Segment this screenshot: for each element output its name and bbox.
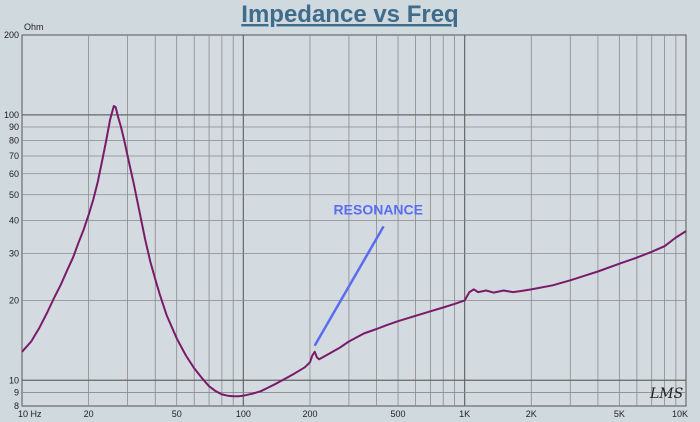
y-tick-label: 200 [4, 30, 19, 40]
y-tick-label: 40 [9, 216, 19, 226]
x-tick-label: 10K [672, 409, 688, 419]
resonance-annotation: RESONANCE [334, 201, 423, 217]
y-tick-label: 30 [9, 249, 19, 259]
x-tick-label: 50 [172, 409, 182, 419]
y-tick-label: 50 [9, 190, 19, 200]
annotation-layer: RESONANCE [313, 201, 423, 347]
x-tick-label: 20 [84, 409, 94, 419]
y-axis-unit: Ohm [24, 22, 44, 32]
x-axis-ticks: 10 Hz 20 50 100 200 500 1K 2K 5K 10K [18, 409, 688, 419]
x-tick-label: 5K [614, 409, 625, 419]
x-tick-label: 1K [459, 409, 470, 419]
series-layer [21, 105, 687, 398]
y-tick-label: 90 [9, 122, 19, 132]
y-tick-label: 8 [14, 401, 19, 411]
impedance-curve [21, 105, 687, 398]
x-tick-label: 2K [526, 409, 537, 419]
x-tick-label: 200 [302, 409, 317, 419]
y-tick-label: 70 [9, 151, 19, 161]
y-tick-label: 9 [14, 387, 19, 397]
x-tick-label: 500 [391, 409, 406, 419]
y-tick-label: 100 [4, 110, 19, 120]
chart-title: Impedance vs Freq [241, 1, 458, 28]
x-tick-label: 10 Hz [18, 409, 42, 419]
x-tick-label: 100 [236, 409, 251, 419]
grid-lines [22, 35, 686, 406]
y-tick-label: 80 [9, 136, 19, 146]
y-tick-label: 60 [9, 169, 19, 179]
y-tick-label: 10 [9, 375, 19, 385]
y-tick-label: 20 [9, 295, 19, 305]
resonance-pointer-line [313, 225, 385, 347]
lms-logo: LMS [649, 386, 683, 402]
y-axis-ticks: 200 100 90 80 70 60 50 40 30 20 10 9 8 [4, 30, 19, 411]
